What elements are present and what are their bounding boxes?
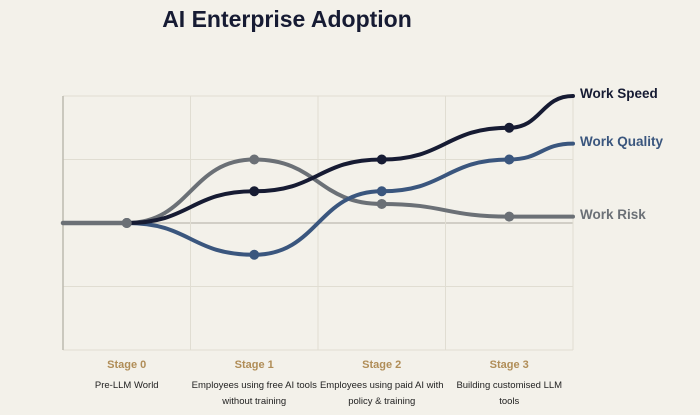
x-tick-label: Stage 0 [107,359,147,371]
series-label: Work Quality [580,133,664,149]
data-point-work-quality [376,186,387,197]
data-point-work-quality [249,249,260,260]
data-point-work-risk [376,198,387,209]
stage-description: Building customised LLM tools [456,380,563,407]
x-tick-label: Stage 1 [234,359,274,371]
series-label: Work Risk [580,206,646,222]
data-point-work-speed [121,218,132,228]
data-point-work-speed [504,122,515,133]
series-line-work-speed [124,94,575,225]
data-point-work-risk [504,211,515,222]
chart-title: AI Enterprise Adoption [162,6,412,32]
data-point-work-quality [504,154,515,165]
series-label: Work Speed [580,86,658,101]
stage-description: Employees using paid AI with policy & tr… [319,380,444,407]
x-tick-label: Stage 2 [362,359,402,371]
stage-description: Employees using free AI tools without tr… [191,380,317,407]
stage-description: Pre-LLM World [94,380,159,391]
data-point-work-speed [249,186,260,197]
data-point-work-risk [249,154,260,165]
data-point-work-speed [376,154,387,165]
x-tick-label: Stage 3 [489,359,529,371]
